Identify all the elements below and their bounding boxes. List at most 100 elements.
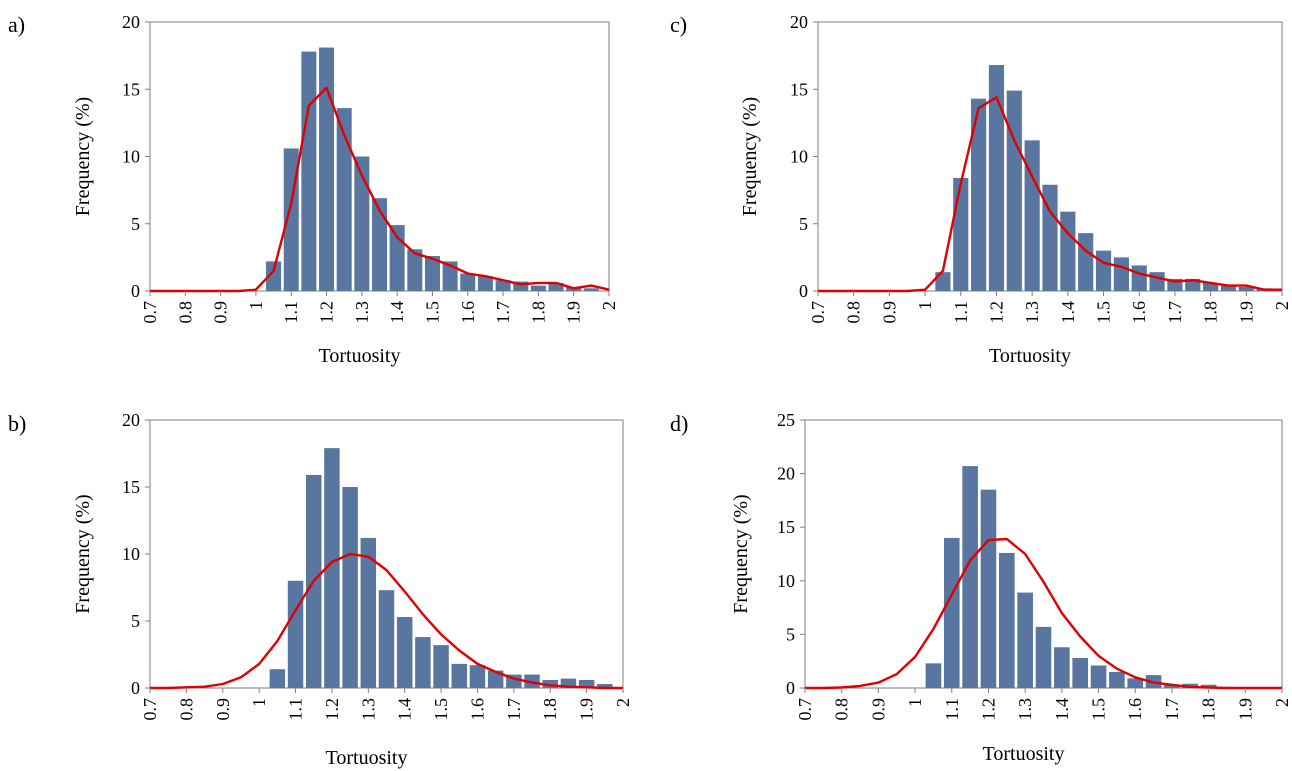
x-tick-label: 1.4	[1052, 698, 1072, 721]
y-tick-label: 0	[786, 678, 795, 698]
histogram-bar	[477, 276, 493, 291]
x-tick-label: 1.4	[1058, 301, 1078, 324]
histogram-bar	[269, 669, 286, 688]
histogram-bar	[1078, 233, 1094, 291]
x-tick-label: 0.7	[795, 698, 815, 721]
y-tick-label: 10	[122, 544, 140, 564]
y-tick-label: 5	[786, 624, 795, 644]
x-axis-title: Tortuosity	[326, 747, 408, 769]
histogram-bar	[962, 466, 978, 688]
chart-panel-d: d) 0 5 10 15 20 25 0.7 0.8 0.9 1 1.1 1.2 1.3 1.4 1.5 1.6…	[670, 410, 1292, 765]
x-tick-label: 1.5	[1089, 698, 1109, 721]
y-axis-title: Frequency (%)	[72, 494, 94, 613]
y-tick-label: 10	[122, 147, 140, 167]
x-tick-label: 1	[915, 301, 935, 310]
histogram-bar	[1090, 665, 1107, 688]
histogram-bar	[415, 637, 431, 688]
x-tick-label: 1.2	[317, 301, 337, 324]
histogram-bar	[433, 645, 449, 688]
panel-label: b)	[8, 411, 26, 436]
chart-panel-c: c) 0 5 10 15 20 0.7 0.8 0.9 1 1.1 1.2 1.3 1.4 1.5 1.6 1.…	[670, 12, 1292, 367]
x-axis-title: Tortuosity	[319, 345, 401, 367]
y-axis-title: Frequency (%)	[730, 494, 752, 613]
fit-curve	[805, 537, 1282, 690]
x-tick-label: 1.8	[1199, 698, 1219, 721]
histogram-bar	[266, 261, 282, 291]
x-tick-label: 1.9	[577, 698, 597, 721]
x-tick-label: 0.9	[879, 301, 899, 324]
x-tick-label: 1.8	[528, 301, 548, 324]
x-tick-label: 1.3	[358, 698, 378, 721]
histogram-bar	[1024, 140, 1040, 291]
histogram-bar	[542, 679, 558, 688]
histogram-bar	[548, 282, 564, 291]
panel-label: c)	[670, 12, 687, 37]
histogram-bar	[980, 489, 997, 688]
histogram-bar	[371, 198, 388, 291]
x-tick-label: 1.2	[322, 698, 342, 721]
histogram-bar	[943, 537, 960, 688]
y-tick-label: 20	[777, 464, 795, 484]
histogram-bar	[487, 670, 504, 688]
histogram-bar	[319, 47, 335, 292]
x-tick-label: 0.7	[140, 698, 160, 721]
histogram-bar	[1203, 282, 1219, 291]
x-tick-label: 1	[246, 301, 266, 310]
histogram-bar	[1060, 211, 1076, 291]
fit-curve	[150, 86, 610, 293]
y-axis-title: Frequency (%)	[739, 97, 761, 216]
y-tick-label: 10	[790, 147, 808, 167]
histogram-bar	[378, 590, 395, 688]
x-tick-label: 1.9	[1236, 301, 1256, 324]
histogram-bar	[451, 663, 468, 688]
x-tick-label: 1.1	[951, 301, 971, 324]
x-tick-label: 1.3	[1022, 301, 1042, 324]
fit-curve	[150, 552, 623, 690]
histogram-bar	[336, 108, 352, 291]
histogram-bar	[1072, 657, 1088, 688]
panel-label: a)	[8, 12, 25, 37]
x-tick-label: 1.8	[540, 698, 560, 721]
y-axis-title: Frequency (%)	[72, 97, 94, 216]
x-tick-label: 1	[249, 698, 269, 707]
x-tick-label: 1.9	[564, 301, 584, 324]
x-tick-label: 0.9	[211, 301, 231, 324]
histogram-bar	[1109, 671, 1125, 688]
y-tick-label: 5	[131, 214, 140, 234]
x-tick-label: 1.5	[1094, 301, 1114, 324]
x-tick-label: 1.6	[458, 301, 478, 324]
x-tick-label: 0.8	[832, 698, 852, 721]
y-tick-label: 25	[777, 410, 795, 430]
x-tick-label: 0.7	[808, 301, 828, 324]
chart-panel-a: a) 0 5 10 15 20 0.7 0.8 0.9 1 1.1 1.2 1.3 1.4 1.5 1.6 1.…	[8, 12, 619, 367]
x-tick-label: 1.6	[1125, 698, 1145, 721]
x-tick-label: 1.1	[281, 301, 301, 324]
y-tick-label: 15	[790, 79, 808, 99]
x-tick-label: 0.9	[868, 698, 888, 721]
histogram-bar	[324, 448, 340, 688]
x-tick-label: 1.1	[942, 698, 962, 721]
x-tick-label: 0.9	[213, 698, 233, 721]
histogram-bar	[1042, 184, 1058, 291]
x-tick-label: 2	[599, 301, 619, 310]
histogram-bar	[396, 616, 413, 688]
y-tick-label: 0	[131, 678, 140, 698]
x-tick-label: 1.6	[1129, 301, 1149, 324]
histogram-bar	[460, 273, 476, 291]
x-tick-label: 0.8	[176, 698, 196, 721]
histogram-bar	[953, 178, 969, 291]
histogram-bar	[287, 580, 304, 688]
x-tick-label: 1.4	[387, 301, 407, 324]
y-tick-label: 20	[122, 12, 140, 32]
histogram-bar	[1006, 90, 1022, 291]
x-tick-label: 1	[905, 698, 925, 707]
y-tick-label: 5	[131, 611, 140, 631]
histogram-bar	[530, 285, 546, 291]
histogram-bar	[1035, 626, 1052, 688]
x-tick-label: 1.6	[467, 698, 487, 721]
x-tick-label: 0.8	[844, 301, 864, 324]
histogram-bar	[597, 683, 613, 688]
x-tick-label: 1.3	[352, 301, 372, 324]
x-tick-label: 1.7	[1162, 698, 1182, 721]
fit-curve	[818, 96, 1282, 293]
